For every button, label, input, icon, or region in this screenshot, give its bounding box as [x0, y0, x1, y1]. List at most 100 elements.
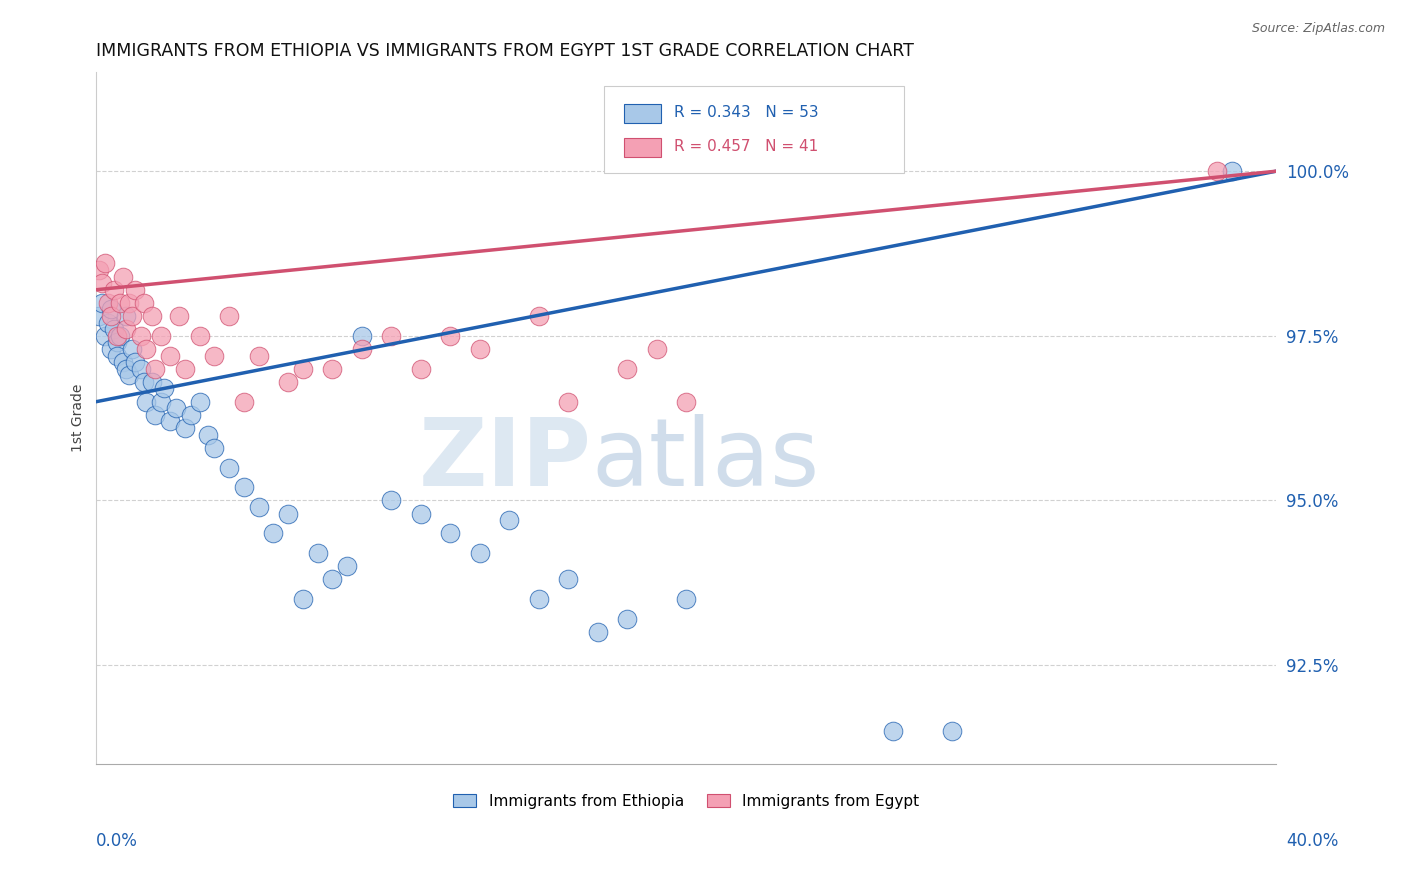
Point — [141, 375, 163, 389]
Point — [321, 361, 343, 376]
Point — [129, 328, 152, 343]
Point — [188, 394, 211, 409]
Point — [439, 526, 461, 541]
Point — [105, 328, 128, 343]
Point — [108, 328, 131, 343]
Point — [180, 408, 202, 422]
Point — [675, 394, 697, 409]
Point — [105, 349, 128, 363]
Point — [115, 309, 138, 323]
Point — [586, 625, 609, 640]
Point — [129, 361, 152, 376]
Text: ZIP: ZIP — [419, 414, 592, 506]
Point — [350, 342, 373, 356]
Point — [557, 573, 579, 587]
Point — [103, 283, 125, 297]
Point — [105, 335, 128, 350]
Point — [380, 493, 402, 508]
Point — [1206, 164, 1229, 178]
Point — [103, 322, 125, 336]
Point — [153, 382, 176, 396]
Text: atlas: atlas — [592, 414, 820, 506]
Point — [882, 723, 904, 738]
Bar — [624, 138, 661, 158]
Point — [108, 296, 131, 310]
Point — [527, 592, 550, 607]
Point — [97, 316, 120, 330]
Point — [150, 328, 173, 343]
Point — [439, 328, 461, 343]
Point — [197, 427, 219, 442]
Point — [202, 441, 225, 455]
Point — [115, 361, 138, 376]
Point — [132, 375, 155, 389]
Point — [498, 513, 520, 527]
Point — [616, 361, 638, 376]
Point — [135, 394, 157, 409]
Point — [616, 612, 638, 626]
Text: R = 0.343   N = 53: R = 0.343 N = 53 — [675, 105, 820, 120]
Point — [89, 263, 111, 277]
Point — [165, 401, 187, 416]
Point — [232, 480, 254, 494]
Point — [91, 296, 114, 310]
Text: R = 0.457   N = 41: R = 0.457 N = 41 — [675, 139, 818, 154]
Point — [202, 349, 225, 363]
Point — [143, 408, 166, 422]
Point — [132, 296, 155, 310]
Point — [218, 309, 240, 323]
Point — [94, 256, 117, 270]
Point — [188, 328, 211, 343]
Bar — [624, 103, 661, 123]
Point — [89, 309, 111, 323]
Text: 0.0%: 0.0% — [96, 831, 138, 849]
Point — [247, 500, 270, 514]
Point — [247, 349, 270, 363]
Point — [468, 342, 491, 356]
Point — [124, 283, 146, 297]
Point — [336, 559, 359, 574]
Text: IMMIGRANTS FROM ETHIOPIA VS IMMIGRANTS FROM EGYPT 1ST GRADE CORRELATION CHART: IMMIGRANTS FROM ETHIOPIA VS IMMIGRANTS F… — [97, 42, 914, 60]
Point — [121, 342, 143, 356]
Point — [557, 394, 579, 409]
Point — [291, 592, 314, 607]
Point — [159, 349, 181, 363]
Point — [291, 361, 314, 376]
Point — [100, 302, 122, 317]
Point — [409, 507, 432, 521]
Point — [111, 269, 134, 284]
Point — [115, 322, 138, 336]
Point — [143, 361, 166, 376]
Point — [262, 526, 284, 541]
Point — [232, 394, 254, 409]
Text: 40.0%: 40.0% — [1286, 831, 1339, 849]
Point — [307, 546, 329, 560]
Point — [91, 276, 114, 290]
Point — [141, 309, 163, 323]
Point — [167, 309, 190, 323]
Point — [94, 328, 117, 343]
Point — [350, 328, 373, 343]
Point — [111, 355, 134, 369]
Point — [527, 309, 550, 323]
Point — [1220, 164, 1243, 178]
Point — [380, 328, 402, 343]
Point — [675, 592, 697, 607]
Point — [118, 296, 141, 310]
Point — [277, 375, 299, 389]
Y-axis label: 1st Grade: 1st Grade — [72, 384, 86, 452]
Point — [97, 296, 120, 310]
Legend: Immigrants from Ethiopia, Immigrants from Egypt: Immigrants from Ethiopia, Immigrants fro… — [447, 788, 925, 815]
Point — [100, 309, 122, 323]
Point — [645, 342, 668, 356]
Point — [159, 414, 181, 428]
Point — [118, 368, 141, 383]
Point — [150, 394, 173, 409]
Point — [321, 573, 343, 587]
Text: Source: ZipAtlas.com: Source: ZipAtlas.com — [1251, 22, 1385, 36]
Point — [135, 342, 157, 356]
Point — [277, 507, 299, 521]
FancyBboxPatch shape — [603, 87, 904, 173]
Point — [121, 309, 143, 323]
Point — [218, 460, 240, 475]
